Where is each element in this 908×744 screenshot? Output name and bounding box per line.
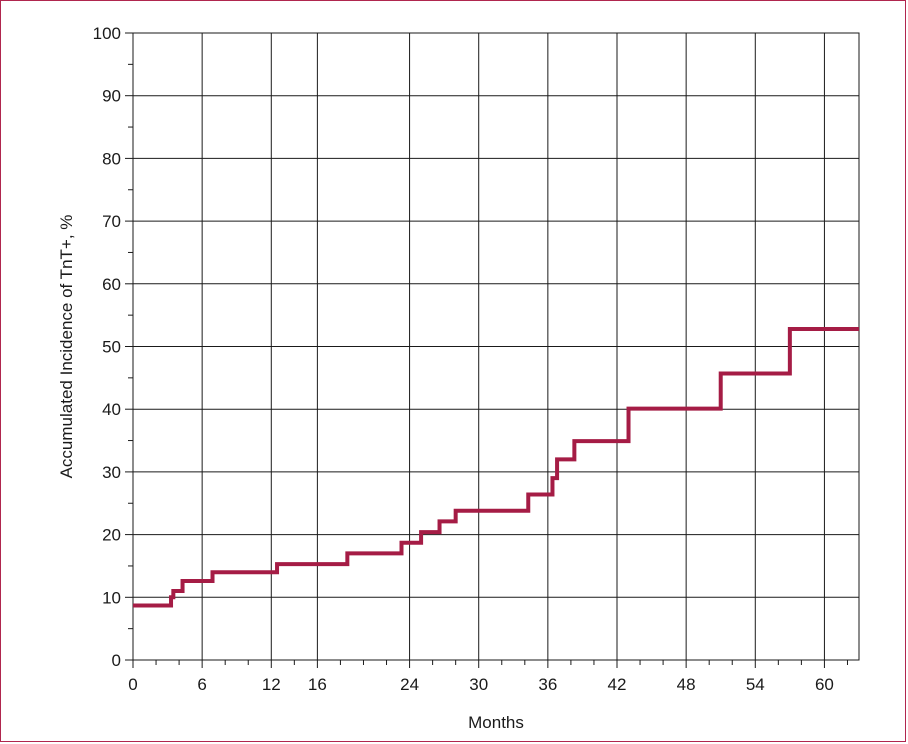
y-tick-label: 30 xyxy=(102,463,121,482)
y-tick-label: 10 xyxy=(102,588,121,607)
x-tick-label: 42 xyxy=(608,675,627,694)
x-tick-label: 54 xyxy=(746,675,765,694)
x-axis-title: Months xyxy=(468,713,524,732)
y-tick-label: 20 xyxy=(102,526,121,545)
x-tick-label: 48 xyxy=(677,675,696,694)
x-tick-label: 24 xyxy=(400,675,419,694)
y-tick-label: 60 xyxy=(102,275,121,294)
x-tick-label: 0 xyxy=(128,675,137,694)
tick-labels: 0 6 12 16 24 30 36 42 48 54 60 0 10 20 30 40 50 60 70 80 90 1… xyxy=(93,24,834,694)
y-tick-label: 40 xyxy=(102,400,121,419)
ticks xyxy=(125,32,848,668)
y-axis-title: Accumulated Incidence of TnT+, % xyxy=(57,215,76,479)
grid xyxy=(133,33,859,660)
x-tick-label: 6 xyxy=(197,675,206,694)
y-tick-label: 80 xyxy=(102,149,121,168)
y-tick-label: 90 xyxy=(102,87,121,106)
y-tick-label: 70 xyxy=(102,212,121,231)
x-tick-label: 30 xyxy=(469,675,488,694)
y-tick-label: 100 xyxy=(93,24,121,43)
x-tick-label: 36 xyxy=(538,675,557,694)
series-step-line xyxy=(133,326,859,608)
y-tick-label: 0 xyxy=(112,651,121,670)
plot-area xyxy=(132,32,860,661)
x-tick-label: 12 xyxy=(262,675,281,694)
x-tick-label: 60 xyxy=(815,675,834,694)
x-tick-label: 16 xyxy=(308,675,327,694)
y-tick-label: 50 xyxy=(102,338,121,357)
